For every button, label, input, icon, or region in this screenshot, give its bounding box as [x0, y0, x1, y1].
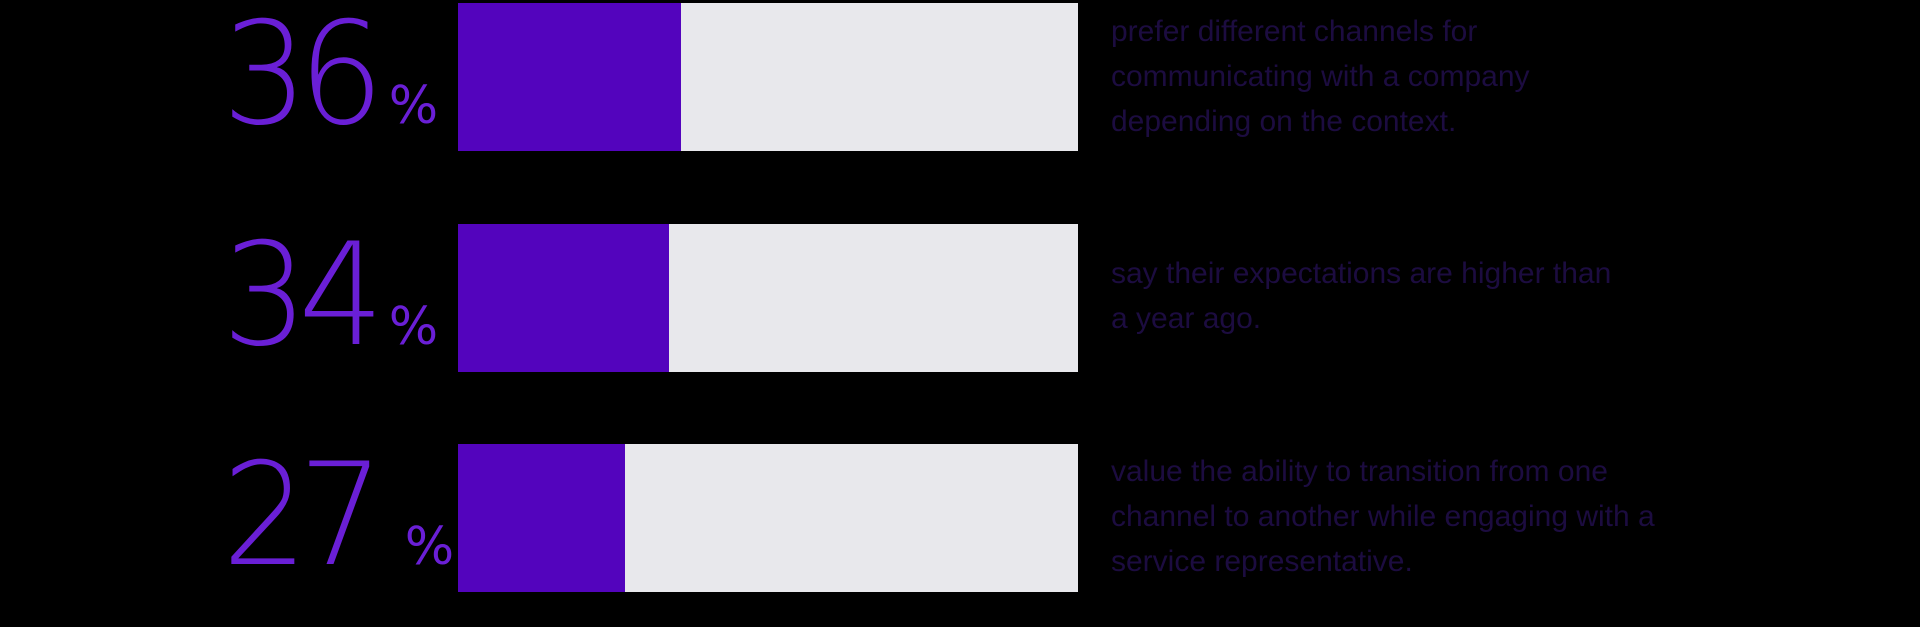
bar-track	[458, 444, 1078, 592]
stat-number: 34	[222, 213, 384, 378]
stat-description: prefer different channels for communicat…	[1111, 15, 1530, 138]
bar-fill	[458, 224, 669, 372]
stat-value: 36%	[222, 0, 439, 155]
stat-description: say their expectations are higher than a…	[1111, 257, 1612, 335]
stat-row-2: 27% value the ability to transition from…	[0, 436, 1920, 596]
percent-sign: %	[404, 517, 455, 577]
stat-row-1: 34% say their expectations are higher th…	[0, 216, 1920, 376]
percent-sign: %	[388, 297, 439, 357]
stat-description: value the ability to transition from one…	[1111, 455, 1655, 578]
stat-value: 34%	[222, 216, 439, 376]
stat-value: 27%	[222, 436, 455, 596]
stat-number: 27	[222, 433, 384, 598]
bar-fill	[458, 3, 682, 151]
bar-track	[458, 224, 1078, 372]
bar-fill	[458, 444, 626, 592]
percent-sign: %	[388, 76, 439, 136]
stat-number: 36	[222, 0, 384, 157]
bar-track	[458, 3, 1078, 151]
stat-row-0: 36% prefer different channels for commun…	[0, 0, 1920, 155]
